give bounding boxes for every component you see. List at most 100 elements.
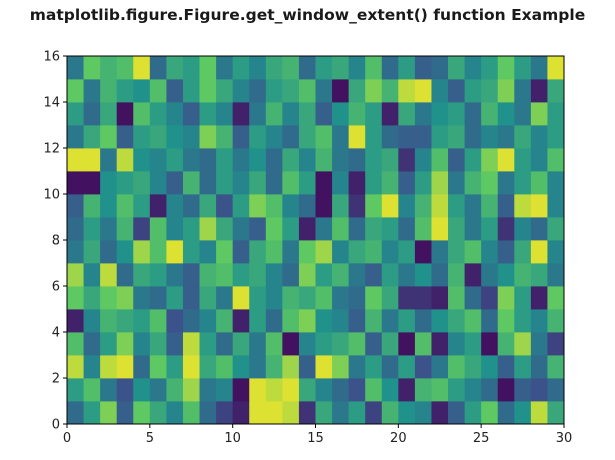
heatmap-cell bbox=[348, 332, 366, 356]
heatmap-cell bbox=[298, 286, 316, 310]
heatmap-cell bbox=[514, 79, 532, 103]
heatmap-cell bbox=[332, 355, 350, 379]
heatmap-cell bbox=[547, 355, 565, 379]
heatmap-cell bbox=[67, 148, 84, 172]
heatmap-cell bbox=[232, 309, 250, 333]
heatmap-cell bbox=[431, 125, 449, 149]
heatmap-cell bbox=[199, 309, 217, 333]
heatmap-cell bbox=[348, 194, 366, 218]
heatmap-cell bbox=[149, 102, 167, 126]
heatmap-cell bbox=[100, 102, 118, 126]
heatmap-cell bbox=[464, 355, 482, 379]
heatmap-cell bbox=[414, 355, 432, 379]
heatmap-cell bbox=[398, 309, 416, 333]
heatmap-cell bbox=[464, 240, 482, 264]
heatmap-cell bbox=[182, 332, 200, 356]
heatmap-cell bbox=[365, 355, 383, 379]
heatmap-cell bbox=[547, 401, 565, 425]
heatmap-cell bbox=[448, 79, 465, 103]
heatmap-cell bbox=[116, 125, 134, 149]
heatmap-cell bbox=[100, 56, 118, 80]
heatmap-cell bbox=[448, 148, 465, 172]
heatmap-cell bbox=[83, 194, 101, 218]
heatmap-cell bbox=[332, 125, 350, 149]
heatmap-cell bbox=[481, 355, 499, 379]
heatmap-cell bbox=[481, 309, 499, 333]
heatmap-cell bbox=[497, 332, 515, 356]
heatmap-cell bbox=[431, 332, 449, 356]
heatmap-cell bbox=[232, 240, 250, 264]
heatmap-cell bbox=[166, 240, 184, 264]
heatmap-cell bbox=[182, 378, 200, 402]
heatmap-cell bbox=[381, 263, 399, 287]
heatmap-cell bbox=[332, 309, 350, 333]
heatmap-cell bbox=[265, 148, 283, 172]
heatmap-cell bbox=[249, 217, 267, 241]
heatmap-cell bbox=[149, 194, 167, 218]
heatmap-cell bbox=[282, 79, 300, 103]
heatmap-cell bbox=[282, 217, 300, 241]
heatmap-cell bbox=[348, 355, 366, 379]
heatmap-cell bbox=[232, 332, 250, 356]
heatmap-cell bbox=[149, 286, 167, 310]
heatmap-cell bbox=[514, 401, 532, 425]
heatmap-cell bbox=[216, 194, 234, 218]
heatmap-cell bbox=[100, 171, 118, 195]
heatmap-cell bbox=[547, 125, 565, 149]
heatmap-cell bbox=[166, 56, 184, 80]
heatmap-cell bbox=[133, 286, 151, 310]
heatmap-cell bbox=[530, 148, 548, 172]
heatmap-cell bbox=[166, 263, 184, 287]
heatmap-cell bbox=[265, 125, 283, 149]
heatmap-cell bbox=[83, 171, 101, 195]
heatmap-cell bbox=[67, 56, 84, 80]
heatmap-cell bbox=[514, 125, 532, 149]
heatmap-cell bbox=[497, 378, 515, 402]
heatmap-cell bbox=[249, 401, 267, 425]
chart-title: matplotlib.figure.Figure.get_window_exte… bbox=[29, 6, 586, 24]
heatmap-cell bbox=[464, 194, 482, 218]
heatmap-cell bbox=[464, 56, 482, 80]
heatmap-cell bbox=[249, 194, 267, 218]
heatmap-cell bbox=[315, 401, 333, 425]
heatmap-cell bbox=[116, 378, 134, 402]
heatmap-cell bbox=[398, 263, 416, 287]
heatmap-cell bbox=[116, 332, 134, 356]
heatmap-cell bbox=[530, 309, 548, 333]
heatmap-cell bbox=[365, 125, 383, 149]
heatmap-cell bbox=[166, 102, 184, 126]
heatmap-cell bbox=[133, 79, 151, 103]
heatmap-cell bbox=[530, 378, 548, 402]
heatmap-cell bbox=[133, 240, 151, 264]
heatmap-cell bbox=[216, 217, 234, 241]
heatmap-cell bbox=[166, 171, 184, 195]
heatmap-cell bbox=[282, 332, 300, 356]
heatmap-cell bbox=[448, 171, 465, 195]
heatmap-cell bbox=[381, 378, 399, 402]
heatmap-cell bbox=[116, 194, 134, 218]
heatmap-cell bbox=[315, 286, 333, 310]
heatmap-cell bbox=[348, 263, 366, 287]
heatmap-cell bbox=[398, 102, 416, 126]
y-tick-label: 12 bbox=[43, 142, 60, 157]
heatmap-cell bbox=[216, 56, 234, 80]
heatmap-cell bbox=[182, 171, 200, 195]
heatmap-cell bbox=[182, 148, 200, 172]
heatmap-cell bbox=[530, 102, 548, 126]
heatmap-cell bbox=[166, 378, 184, 402]
heatmap-cell bbox=[199, 217, 217, 241]
heatmap-cell bbox=[216, 401, 234, 425]
heatmap-cell bbox=[298, 171, 316, 195]
heatmap-cell bbox=[348, 240, 366, 264]
heatmap-cell bbox=[481, 217, 499, 241]
heatmap-cell bbox=[497, 240, 515, 264]
heatmap-cell bbox=[398, 79, 416, 103]
heatmap-cell bbox=[530, 355, 548, 379]
heatmap-cell bbox=[149, 240, 167, 264]
heatmap-cell bbox=[166, 194, 184, 218]
heatmap-cell bbox=[481, 102, 499, 126]
x-tick-label: 5 bbox=[146, 431, 154, 446]
heatmap-cell bbox=[265, 194, 283, 218]
heatmap-cell bbox=[315, 171, 333, 195]
heatmap-cell bbox=[182, 401, 200, 425]
